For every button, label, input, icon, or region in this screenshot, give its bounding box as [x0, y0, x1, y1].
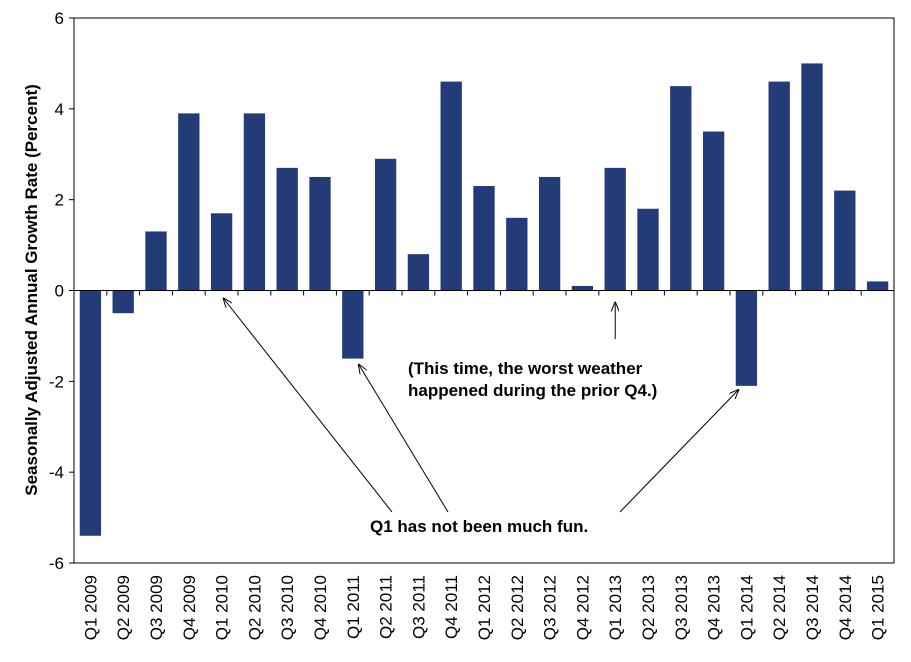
x-tick-label: Q4 2011	[442, 575, 461, 639]
bar-q4-2014	[834, 190, 856, 291]
y-tick-label: 0	[55, 282, 64, 301]
bar-series	[79, 63, 889, 536]
bar-q4-2011	[440, 81, 462, 291]
y-tick-label: -6	[49, 554, 64, 573]
x-tick-label: Q1 2014	[737, 575, 756, 640]
x-tick-label: Q1 2010	[213, 575, 232, 640]
bar-q4-2009	[178, 113, 200, 291]
y-tick-label: -2	[49, 372, 64, 391]
bar-q4-2013	[702, 131, 725, 291]
y-tick-label: -4	[49, 463, 64, 482]
x-tick-label: Q2 2012	[508, 575, 527, 640]
bar-q1-2012	[473, 186, 495, 291]
bar-q2-2012	[506, 217, 528, 291]
annotation-weather-line: (This time, the worst weather	[408, 359, 643, 378]
y-tick-label: 6	[55, 9, 64, 28]
x-tick-label: Q2 2009	[114, 575, 133, 640]
x-tick-label: Q4 2009	[180, 575, 199, 640]
bar-q2-2010	[243, 113, 266, 291]
annotations: (This time, the worst weather happened du…	[224, 299, 739, 536]
x-tick-label: Q3 2012	[541, 575, 560, 640]
x-tick-label: Q4 2012	[573, 575, 592, 640]
x-tick-label: Q2 2013	[639, 575, 658, 640]
x-tick-label: Q3 2013	[672, 575, 691, 640]
x-tick-label: Q3 2010	[278, 575, 297, 640]
x-tick-label: Q4 2013	[705, 575, 724, 640]
x-tick-label: Q2 2011	[377, 575, 396, 639]
bar-q3-2011	[407, 254, 430, 291]
x-tick-label: Q1 2013	[606, 575, 625, 640]
y-axis-label: Seasonally Adjusted Annual Growth Rate (…	[22, 84, 41, 496]
x-tick-label: Q1 2015	[869, 575, 888, 640]
bar-q3-2012	[538, 176, 561, 291]
bar-q1-2011	[342, 290, 364, 359]
x-tick-label: Q1 2009	[81, 575, 100, 640]
x-tick-label: Q4 2010	[311, 575, 330, 640]
bar-q1-2010	[210, 213, 233, 291]
bar-q3-2014	[801, 63, 823, 291]
bar-q4-2012	[571, 285, 594, 291]
bar-q3-2010	[276, 167, 298, 291]
annotation-arrow	[619, 390, 738, 513]
annotation-q1-note: Q1 has not been much fun.	[370, 517, 588, 536]
bar-q1-2013	[604, 167, 626, 291]
bar-q3-2013	[670, 86, 692, 291]
annotation-weather-line: happened during the prior Q4.)	[408, 381, 657, 400]
x-tick-label: Q3 2009	[147, 575, 166, 640]
x-tick-label: Q1 2012	[475, 575, 494, 640]
bar-q2-2014	[768, 81, 790, 291]
x-tick-label: Q3 2011	[409, 575, 428, 639]
x-tick-label: Q2 2010	[245, 575, 264, 640]
bar-q1-2014	[735, 290, 758, 386]
x-tick-label: Q4 2014	[836, 575, 855, 640]
bar-q1-2009	[79, 290, 102, 536]
y-tick-label: 4	[55, 100, 64, 119]
annotation-arrow	[359, 365, 449, 513]
y-axis: 6 4 2 0 -2 -4 -6	[49, 9, 74, 573]
bar-q2-2011	[374, 158, 397, 291]
bar-q4-2010	[309, 176, 331, 291]
annotation-arrow	[224, 299, 393, 513]
x-tick-label: Q1 2011	[344, 575, 363, 639]
x-tick-label: Q2 2014	[770, 575, 789, 640]
bar-q3-2009	[145, 231, 167, 291]
bar-q2-2013	[637, 208, 659, 291]
x-tick-label: Q3 2014	[803, 575, 822, 640]
bar-q1-2015	[866, 281, 889, 291]
y-tick-label: 2	[55, 191, 64, 210]
bar-q2-2009	[112, 290, 134, 314]
x-axis-labels: Q1 2009 Q2 2009 Q3 2009 Q4 2009 Q1 2010 Q2 20…	[81, 575, 887, 640]
x-axis	[73, 290, 895, 296]
